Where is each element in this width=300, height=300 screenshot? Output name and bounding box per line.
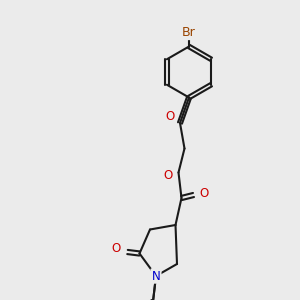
Text: N: N (152, 269, 160, 283)
Text: O: O (111, 242, 120, 256)
Text: O: O (165, 110, 174, 124)
Text: Br: Br (182, 26, 196, 39)
Text: O: O (164, 169, 172, 182)
Text: O: O (200, 187, 208, 200)
